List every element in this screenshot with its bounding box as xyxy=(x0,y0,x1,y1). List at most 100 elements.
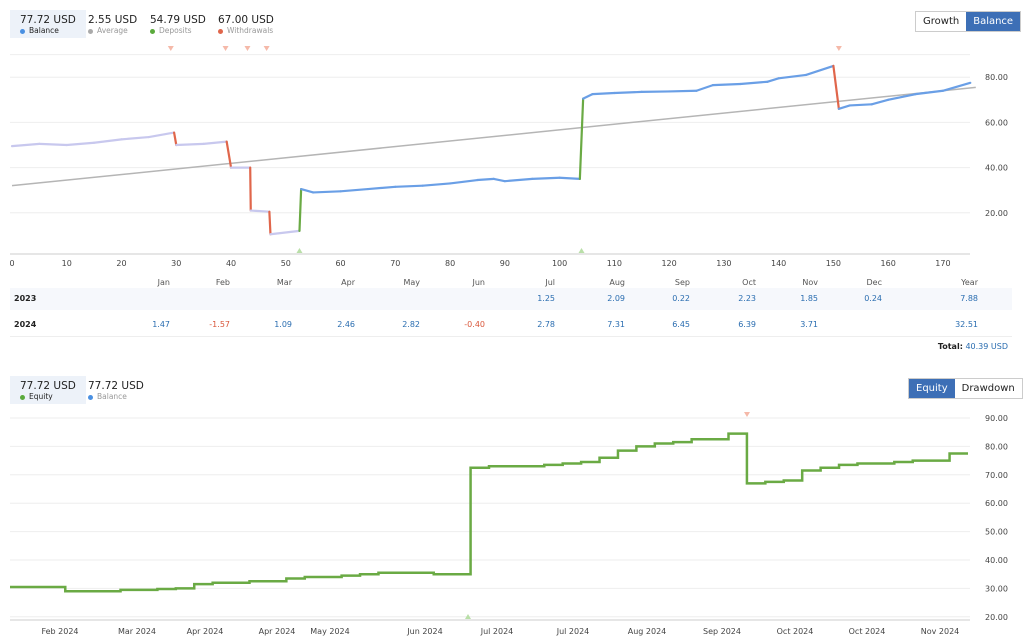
total-label: Total: xyxy=(937,342,963,351)
column-header: Feb xyxy=(215,278,230,287)
balance-segment xyxy=(93,138,123,144)
cell-value: 32.51 xyxy=(955,320,978,329)
cell-value: 2.78 xyxy=(537,320,555,329)
cell-value: 3.71 xyxy=(800,320,818,329)
legend-dot-icon xyxy=(218,28,223,34)
equity-mode-toggle: Equity Drawdown xyxy=(908,378,1023,399)
y-tick-label: 90.00 xyxy=(985,414,1008,423)
stat-value: 77.72 USD xyxy=(88,380,144,392)
balance-segment xyxy=(492,177,506,183)
balance-button[interactable]: Balance xyxy=(966,12,1021,31)
cell-value: 2.09 xyxy=(607,294,625,303)
cell-value: 2.23 xyxy=(738,294,756,303)
column-header: Jan xyxy=(157,278,170,287)
balance-segment xyxy=(531,176,561,180)
balance-segment xyxy=(695,84,715,92)
x-tick-label: 50 xyxy=(281,259,291,268)
stat-label: Deposits xyxy=(150,26,206,35)
stat-label-text: Withdrawals xyxy=(227,26,274,35)
balance-segment xyxy=(777,73,808,80)
growth-button[interactable]: Growth xyxy=(923,16,960,27)
x-tick-label: 110 xyxy=(607,259,622,268)
stat-balance[interactable]: 77.72 USD Balance xyxy=(10,10,86,38)
y-tick-label: 40.00 xyxy=(985,556,1008,565)
cell-value: 1.47 xyxy=(152,320,170,329)
legend-dot-icon xyxy=(88,28,93,34)
stat-label-text: Equity xyxy=(29,392,53,401)
legend-dot-icon xyxy=(20,394,25,400)
x-tick-label: Apr 2024 xyxy=(187,627,224,636)
y-tick-label: 20.00 xyxy=(985,613,1008,622)
withdrawal-marker-icon xyxy=(167,46,174,51)
y-tick-label: 50.00 xyxy=(985,528,1008,537)
stat-label: Balance xyxy=(20,26,76,35)
column-header: May xyxy=(403,278,420,287)
x-tick-label: May 2024 xyxy=(310,627,349,636)
stat-value: 77.72 USD xyxy=(20,380,76,392)
stat-balance[interactable]: 77.72 USD Balance xyxy=(78,376,154,404)
y-tick-label: 80.00 xyxy=(985,442,1008,451)
equity-line xyxy=(10,432,968,593)
x-tick-label: Jul 2024 xyxy=(556,627,590,636)
stat-equity[interactable]: 77.72 USD Equity xyxy=(10,376,86,404)
balance-segment xyxy=(941,81,972,92)
column-header: Jul xyxy=(545,278,555,287)
x-tick-label: 70 xyxy=(390,259,400,268)
balance-segment xyxy=(175,142,205,147)
deposit-marker-icon xyxy=(465,614,471,619)
withdrawal-marker-icon xyxy=(835,46,842,51)
x-tick-label: Oct 2024 xyxy=(849,627,886,636)
x-tick-label: 150 xyxy=(826,259,841,268)
stat-value: 2.55 USD xyxy=(88,14,138,26)
stat-value: 67.00 USD xyxy=(218,14,274,26)
x-tick-label: 90 xyxy=(500,259,510,268)
x-tick-label: Oct 2024 xyxy=(777,627,814,636)
y-tick-label: 60.00 xyxy=(985,499,1008,508)
x-tick-label: Feb 2024 xyxy=(41,627,78,636)
stat-deposits[interactable]: 54.79 USD Deposits xyxy=(140,10,216,38)
column-header: Dec xyxy=(866,278,882,287)
row-year: 2024 xyxy=(14,320,37,329)
balance-segment xyxy=(312,190,342,194)
balance-segment xyxy=(268,210,272,236)
balance-chart: 20.00 40.00 60.00 80.00 0 10 20 30 40 50 60 70 80 90 1… xyxy=(9,46,1008,268)
cell-value: 1.85 xyxy=(800,294,818,303)
stat-label: Average xyxy=(88,26,137,35)
stat-label: Withdrawals xyxy=(218,26,274,35)
balance-segment xyxy=(65,141,96,147)
column-header: Nov xyxy=(802,278,818,287)
x-tick-label: 100 xyxy=(552,259,567,268)
balance-segment xyxy=(202,140,228,145)
x-tick-label: Apr 2024 xyxy=(259,627,296,636)
x-tick-label: 160 xyxy=(881,259,896,268)
equity-button[interactable]: Equity xyxy=(909,379,955,398)
balance-segment xyxy=(887,93,917,101)
stat-label-text: Balance xyxy=(97,392,127,401)
y-tick-label: 70.00 xyxy=(985,471,1008,480)
y-tick-label: 40.00 xyxy=(985,164,1008,173)
balance-segment xyxy=(591,91,616,96)
total-value: 40.39 USD xyxy=(965,342,1008,351)
trend-line xyxy=(11,86,976,187)
x-tick-label: Nov 2024 xyxy=(921,627,960,636)
column-header: Year xyxy=(961,278,978,287)
balance-segment xyxy=(172,131,178,147)
balance-segment xyxy=(804,64,835,77)
stat-withdrawals[interactable]: 67.00 USD Withdrawals xyxy=(208,10,284,38)
balance-segment xyxy=(38,142,68,147)
stat-average[interactable]: 2.55 USD Average xyxy=(78,10,147,38)
balance-segment xyxy=(558,176,581,180)
x-tick-label: 30 xyxy=(171,259,181,268)
balance-segment xyxy=(300,187,315,194)
balance-segment xyxy=(870,98,890,106)
column-header: Mar xyxy=(276,278,292,287)
x-tick-label: 0 xyxy=(9,259,14,268)
monthly-returns-table: Jan Feb Mar Apr May Jun Jul Aug Sep Oct Nov Dec Year… xyxy=(10,276,1012,351)
drawdown-button[interactable]: Drawdown xyxy=(961,383,1015,394)
balance-segment xyxy=(147,131,176,139)
cell-value: 7.31 xyxy=(607,320,625,329)
balance-segment xyxy=(582,93,594,100)
balance-segment xyxy=(394,184,424,188)
y-tick-label: 80.00 xyxy=(985,73,1008,82)
balance-segment xyxy=(837,104,851,110)
